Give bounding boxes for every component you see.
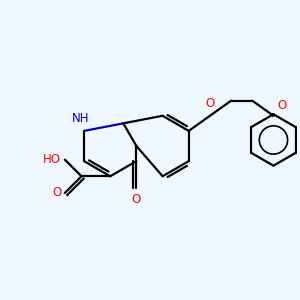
Text: O: O xyxy=(132,193,141,206)
Text: O: O xyxy=(278,99,287,112)
Text: HO: HO xyxy=(43,153,61,166)
Text: O: O xyxy=(52,186,62,200)
Text: O: O xyxy=(205,97,214,110)
Text: NH: NH xyxy=(72,112,90,124)
